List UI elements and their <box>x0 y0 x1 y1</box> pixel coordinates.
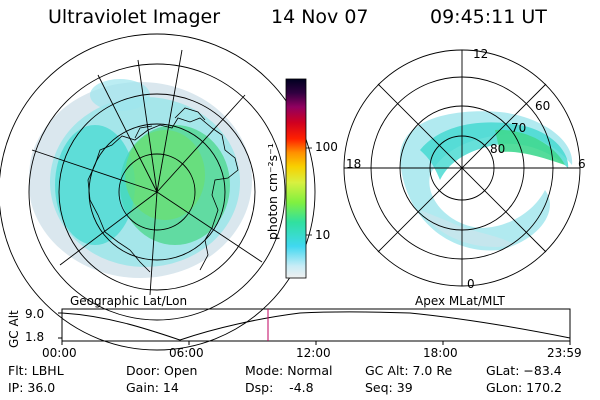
aurora-oval-dawn <box>55 125 135 245</box>
altitude-ytick-9: 9.0 <box>25 307 45 321</box>
lon-line <box>156 49 183 193</box>
mlt-label-18: 18 <box>346 157 362 171</box>
date-label: 14 Nov 07 <box>271 6 369 28</box>
magnetic-polar-panel <box>399 111 573 251</box>
lat-circle <box>0 33 316 351</box>
aurora-patch-north <box>90 79 150 111</box>
coastline <box>87 107 239 273</box>
lon-line <box>31 149 158 193</box>
magnetic-caption: Apex MLat/MLT <box>415 294 505 308</box>
altitude-xtick-0000: 00:00 <box>42 346 77 360</box>
geographic-map-panel <box>29 79 252 278</box>
altitude-x-ticks <box>61 341 571 345</box>
ip-status: IP: 36.0 <box>8 380 56 395</box>
altitude-xtick-1800: 18:00 <box>423 346 458 360</box>
lon-line <box>156 191 263 263</box>
colorbar-tick-label-10: 10 <box>315 228 331 242</box>
sequence-status: Seq: 39 <box>365 380 413 395</box>
lon-line <box>137 59 158 193</box>
colorbar-scale <box>285 78 307 279</box>
mlat-label-80: 80 <box>490 142 506 156</box>
altitude-xtick-0600: 06:00 <box>169 346 204 360</box>
lon-line <box>59 191 158 266</box>
geographic-latitude-status: GLat: −83.4 <box>486 363 562 378</box>
lon-line <box>149 191 158 296</box>
mlat-label-70: 70 <box>511 121 527 135</box>
altitude-ylabel: GC Alt <box>7 310 21 348</box>
door-status: Door: Open <box>126 363 198 378</box>
geographic-grid <box>0 33 316 351</box>
mlat-label-60: 60 <box>535 99 551 113</box>
geographic-caption: Geographic Lat/Lon <box>70 294 188 308</box>
instrument-title: Ultraviolet Imager <box>48 6 221 28</box>
geographic-longitude-status: GLon: 170.2 <box>486 380 562 395</box>
colorbar-tick-label-100: 100 <box>315 140 338 154</box>
altitude-xtick-1200: 12:00 <box>296 346 331 360</box>
mlt-label-0: 0 <box>467 277 475 291</box>
altitude-plot-frame <box>61 308 571 342</box>
altitude-curve <box>61 311 571 341</box>
colorbar-units-label: photon cm⁻²s⁻¹ <box>265 143 280 240</box>
lat-circle <box>28 63 286 321</box>
mode-status: Mode: Normal <box>245 363 333 378</box>
filter-status: Flt: LBHL <box>8 363 64 378</box>
time-label: 09:45:11 UT <box>430 6 547 28</box>
mlt-line <box>377 83 547 253</box>
altitude-y-ticks <box>58 312 62 339</box>
altitude-ytick-1_8: 1.8 <box>25 330 45 344</box>
lat-circle <box>58 93 256 291</box>
gain-status: Gain: 14 <box>126 380 179 395</box>
aurora-oval-core <box>125 130 205 220</box>
gc-altitude-status: GC Alt: 7.0 Re <box>365 363 453 378</box>
aurora-oval-bright <box>495 129 565 165</box>
mlt-label-12: 12 <box>473 47 489 61</box>
magnetic-grid <box>343 49 581 287</box>
mlt-label-6: 6 <box>578 157 586 171</box>
lon-line <box>97 74 158 193</box>
altitude-xtick-2359: 23:59 <box>547 346 582 360</box>
lat-circle <box>118 153 196 231</box>
lon-line <box>156 94 246 193</box>
aurora-oval-nightside <box>420 210 515 247</box>
dsp-status: Dsp: -4.8 <box>245 380 314 395</box>
